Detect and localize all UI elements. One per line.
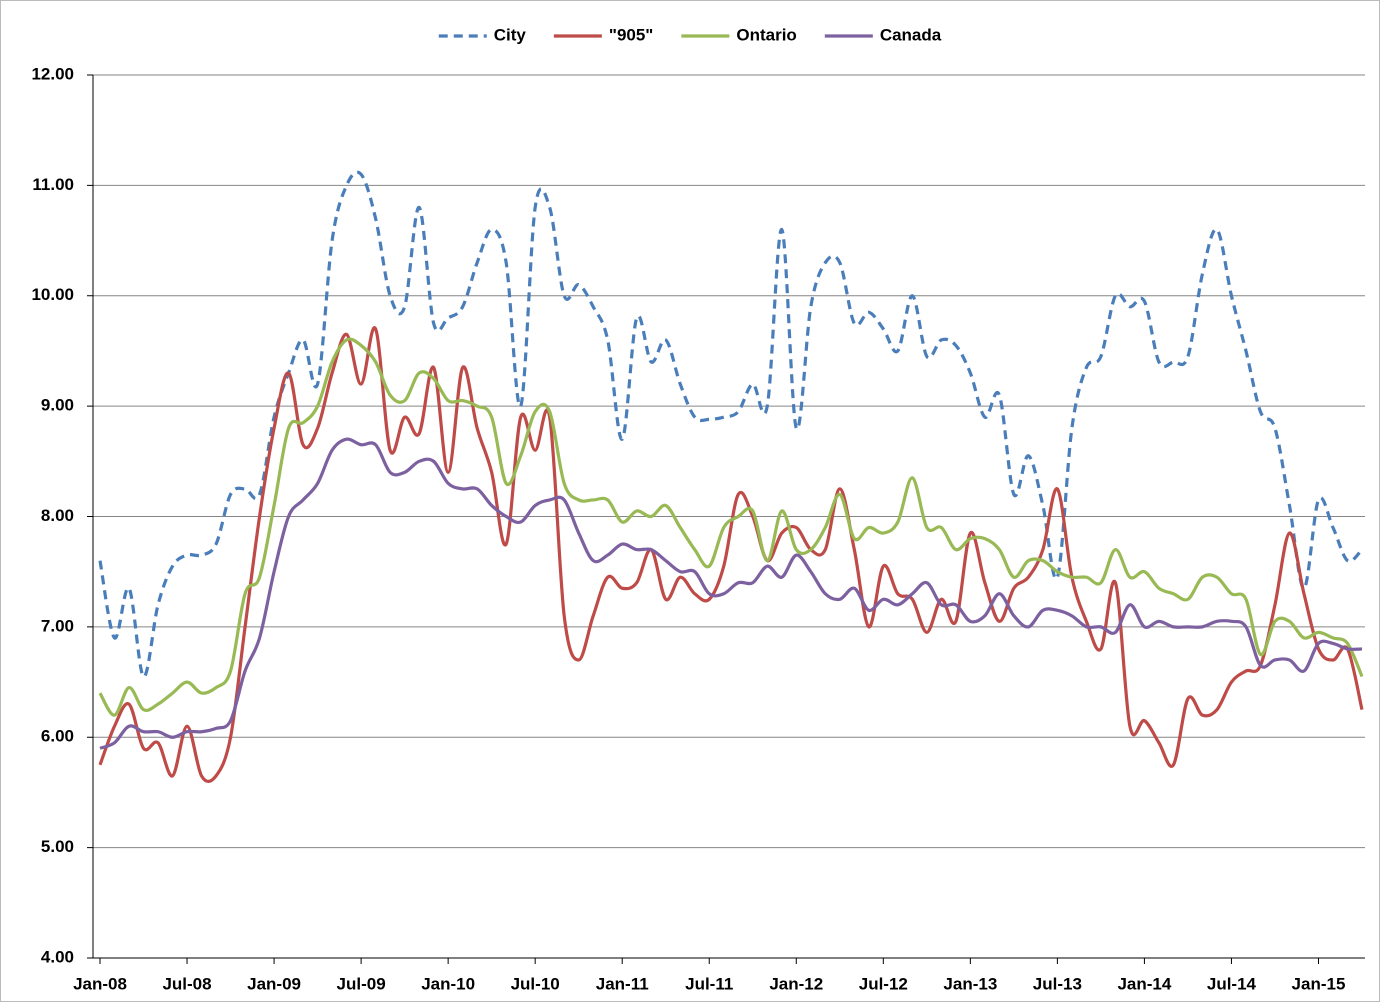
legend-label: City bbox=[494, 25, 527, 44]
x-tick-label: Jul-12 bbox=[859, 974, 908, 993]
y-tick-label: 11.00 bbox=[32, 175, 74, 194]
x-tick-label: Jan-13 bbox=[943, 974, 997, 993]
y-tick-label: 6.00 bbox=[41, 727, 74, 746]
legend-label: "905" bbox=[609, 25, 653, 44]
y-tick-label: 5.00 bbox=[41, 837, 74, 856]
legend-label: Canada bbox=[880, 25, 942, 44]
x-tick-label: Jan-11 bbox=[596, 974, 649, 993]
x-tick-label: Jan-10 bbox=[421, 974, 475, 993]
y-tick-label: 7.00 bbox=[41, 616, 74, 635]
x-tick-label: Jul-14 bbox=[1207, 974, 1257, 993]
x-tick-label: Jul-10 bbox=[511, 974, 560, 993]
series-line bbox=[98, 337, 1364, 717]
x-tick-label: Jul-13 bbox=[1033, 974, 1082, 993]
y-tick-label: 10.00 bbox=[31, 285, 74, 304]
y-tick-label: 8.00 bbox=[41, 506, 74, 525]
series-line bbox=[99, 437, 1363, 750]
y-tick-label: 4.00 bbox=[41, 947, 74, 966]
series-line bbox=[98, 326, 1364, 783]
x-tick-label: Jan-15 bbox=[1292, 974, 1346, 993]
series-line bbox=[98, 170, 1364, 679]
x-tick-label: Jul-11 bbox=[685, 974, 733, 993]
legend-label: Ontario bbox=[736, 25, 796, 44]
x-tick-label: Jan-08 bbox=[73, 974, 127, 993]
y-tick-label: 9.00 bbox=[41, 396, 74, 415]
x-tick-label: Jan-09 bbox=[247, 974, 301, 993]
legend: City "905" Ontario Canada bbox=[438, 25, 942, 44]
x-tick-label: Jan-12 bbox=[769, 974, 823, 993]
x-tick-label: Jul-09 bbox=[337, 974, 386, 993]
y-tick-label: 12.00 bbox=[31, 64, 74, 83]
x-tick-label: Jul-08 bbox=[162, 974, 211, 993]
x-tick-label: Jan-14 bbox=[1117, 974, 1171, 993]
